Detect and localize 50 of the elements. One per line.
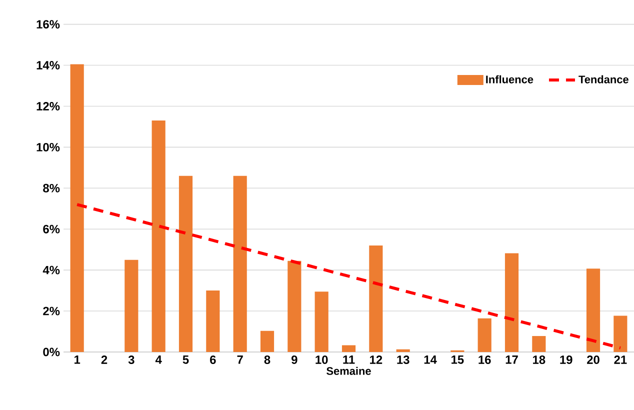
y-tick-label: 14%: [36, 61, 60, 70]
x-tick-label: 3: [128, 356, 134, 364]
bar: [532, 336, 546, 352]
y-tick-label: 10%: [36, 142, 60, 152]
bar: [586, 268, 600, 352]
x-tick-label: 8: [264, 356, 270, 364]
x-tick-label: 6: [210, 356, 216, 364]
bar: [206, 290, 220, 352]
y-tick-label: 12%: [36, 102, 60, 110]
y-tick-label: 4%: [42, 266, 60, 274]
bar: [124, 260, 138, 352]
y-tick-label: 2%: [43, 306, 60, 316]
x-tick-label: 7: [237, 356, 243, 364]
bar: [314, 292, 328, 352]
x-axis-title: Semaine: [326, 366, 371, 375]
y-tick-label: 6%: [43, 224, 60, 234]
x-tick-label: 9: [292, 356, 298, 364]
bar: [342, 345, 356, 352]
bar: [178, 176, 193, 352]
y-tick-label: 8%: [43, 184, 60, 192]
bar: [504, 253, 519, 352]
x-tick-label: 1: [74, 356, 80, 364]
x-tick-label: 5: [182, 356, 189, 364]
x-tick-label: 4: [155, 356, 162, 364]
bar: [233, 176, 247, 352]
x-tick-label: 20: [587, 356, 600, 364]
x-tick-label: 19: [560, 356, 572, 364]
y-tick-label: 0%: [43, 348, 60, 356]
bar: [614, 316, 628, 352]
x-tick-label: 2: [101, 356, 108, 364]
bar: [369, 245, 383, 352]
x-tick-label: 12: [370, 356, 382, 364]
legend-label: Tendance: [578, 75, 628, 84]
x-tick-label: 14: [424, 356, 437, 364]
x-tick-label: 21: [614, 356, 627, 364]
x-tick-label: 15: [452, 356, 464, 364]
x-tick-label: 17: [506, 356, 518, 364]
bar: [70, 64, 84, 352]
bar: [396, 349, 410, 352]
bar: [152, 120, 166, 352]
x-tick-label: 13: [397, 356, 410, 364]
bar: [260, 330, 274, 352]
x-tick-label: 10: [316, 356, 328, 364]
bar: [478, 318, 492, 352]
y-tick-label: 16%: [36, 20, 60, 29]
legend-label: Influence: [486, 75, 534, 84]
x-tick-label: 16: [478, 356, 491, 364]
x-tick-label: 11: [343, 356, 355, 364]
x-tick-label: 18: [533, 356, 546, 364]
bar: [288, 260, 302, 352]
